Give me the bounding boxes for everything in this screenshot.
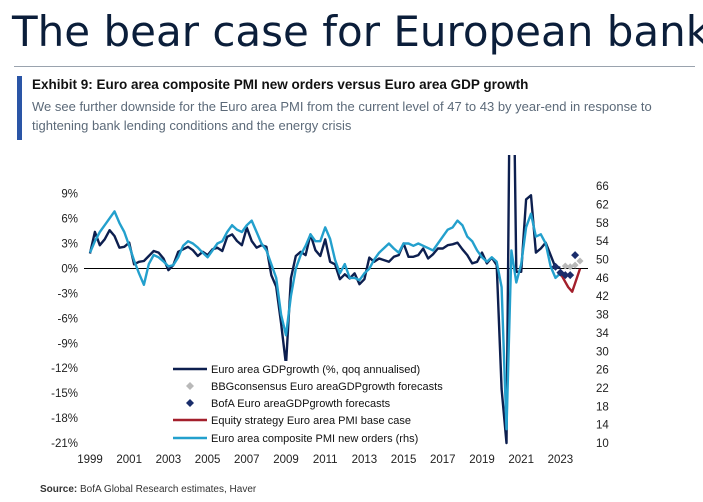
legend-bofa-forecasts-swatch bbox=[186, 399, 194, 407]
title-divider bbox=[14, 66, 695, 67]
left-tick-label: 3% bbox=[61, 239, 78, 251]
legend: Euro area GDPgrowth (%, qoq annualised) B… bbox=[170, 361, 460, 446]
legend-bofa-forecasts-label: BofA Euro areaGDPgrowth forecasts bbox=[211, 398, 391, 410]
x-tick-label: 2017 bbox=[430, 454, 456, 466]
legend-row-background bbox=[170, 395, 460, 411]
bbg-forecast-marker bbox=[566, 263, 574, 271]
gdp-growth-line bbox=[88, 155, 561, 445]
bofa-forecast-marker bbox=[551, 262, 560, 271]
left-tick-label: 0% bbox=[61, 263, 78, 275]
legend-row-background bbox=[170, 430, 460, 446]
x-tick-label: 2001 bbox=[116, 454, 142, 466]
right-tick-label: 14 bbox=[596, 420, 609, 432]
right-axis: 66 62 58 54 50 46 42 38 34 30 26 22 18 14 10 bbox=[596, 181, 609, 450]
legend-bbg-forecasts-swatch bbox=[186, 382, 194, 390]
x-tick-label: 2005 bbox=[195, 454, 221, 466]
legend-bbg-forecasts-label: BBGconsensus Euro areaGDPgrowth forecast… bbox=[211, 381, 443, 393]
source-label: Source: bbox=[40, 484, 78, 495]
plot-area bbox=[88, 155, 584, 445]
x-tick-label: 2007 bbox=[234, 454, 260, 466]
right-tick-label: 26 bbox=[596, 365, 609, 377]
bofa-forecast-marker bbox=[561, 271, 570, 280]
left-axis: 9% 6% 3% 0% -3% -6% -9% -12% -15% -18% -21% bbox=[51, 189, 78, 450]
legend-equity-pmi-label: Equity strategy Euro area PMI base case bbox=[211, 415, 411, 427]
source-note: Source: BofA Global Research estimates, … bbox=[40, 484, 256, 495]
x-tick-label: 1999 bbox=[77, 454, 103, 466]
left-tick-label: -15% bbox=[51, 388, 78, 400]
left-tick-label: -18% bbox=[51, 413, 78, 425]
left-tick-label: -3% bbox=[58, 288, 78, 300]
left-tick-label: -9% bbox=[58, 338, 78, 350]
right-tick-label: 58 bbox=[596, 218, 609, 230]
exhibit-accent-bar bbox=[17, 76, 22, 140]
right-tick-label: 66 bbox=[596, 181, 609, 193]
legend-row-background bbox=[170, 361, 460, 377]
exhibit-title: Exhibit 9: Euro area composite PMI new o… bbox=[32, 77, 529, 92]
left-tick-label: -12% bbox=[51, 363, 78, 375]
source-text: BofA Global Research estimates, Haver bbox=[77, 484, 257, 495]
page-title: The bear case for European banks bbox=[12, 7, 703, 56]
right-tick-label: 34 bbox=[596, 328, 609, 340]
bbg-forecast-marker bbox=[576, 257, 584, 265]
equity-pmi-base-case-line bbox=[559, 268, 582, 293]
x-tick-label: 2009 bbox=[273, 454, 299, 466]
right-tick-label: 18 bbox=[596, 401, 609, 413]
right-tick-label: 46 bbox=[596, 273, 609, 285]
bofa-forecast-marker bbox=[571, 251, 580, 260]
x-tick-label: 2021 bbox=[508, 454, 534, 466]
right-tick-label: 54 bbox=[596, 236, 609, 248]
gdp-pmi-chart: 9% 6% 3% 0% -3% -6% -9% -12% -15% -18% -21% 66 62 58… bbox=[51, 155, 609, 466]
bbg-forecast-marker bbox=[561, 262, 569, 270]
x-tick-label: 2013 bbox=[352, 454, 378, 466]
x-axis: 1999 2001 2003 2005 2007 2009 2011 2013 2015 2017… bbox=[77, 454, 573, 466]
bofa-forecast-marker bbox=[566, 271, 575, 280]
left-tick-label: 9% bbox=[61, 189, 78, 201]
right-tick-label: 38 bbox=[596, 310, 609, 322]
left-tick-label: 6% bbox=[61, 214, 78, 226]
x-tick-label: 2003 bbox=[156, 454, 182, 466]
legend-gdp-label: Euro area GDPgrowth (%, qoq annualised) bbox=[211, 364, 420, 376]
right-tick-label: 50 bbox=[596, 255, 609, 267]
right-tick-label: 22 bbox=[596, 383, 609, 395]
bbg-forecast-marker bbox=[571, 261, 579, 269]
right-tick-label: 10 bbox=[596, 438, 609, 450]
pmi-new-orders-line bbox=[88, 210, 562, 431]
right-tick-label: 62 bbox=[596, 200, 609, 212]
x-tick-label: 2011 bbox=[313, 454, 338, 466]
x-tick-label: 2023 bbox=[548, 454, 574, 466]
legend-row-background bbox=[170, 378, 460, 394]
left-tick-label: -21% bbox=[51, 438, 78, 450]
x-tick-label: 2015 bbox=[391, 454, 417, 466]
exhibit-subtitle: We see further downside for the Euro are… bbox=[32, 99, 652, 133]
left-tick-label: -6% bbox=[58, 313, 78, 325]
x-tick-label: 2019 bbox=[469, 454, 495, 466]
legend-row-background bbox=[170, 412, 460, 428]
right-tick-label: 42 bbox=[596, 291, 609, 303]
legend-pmi-new-orders-label: Euro area composite PMI new orders (rhs) bbox=[211, 433, 418, 445]
right-tick-label: 30 bbox=[596, 346, 609, 358]
